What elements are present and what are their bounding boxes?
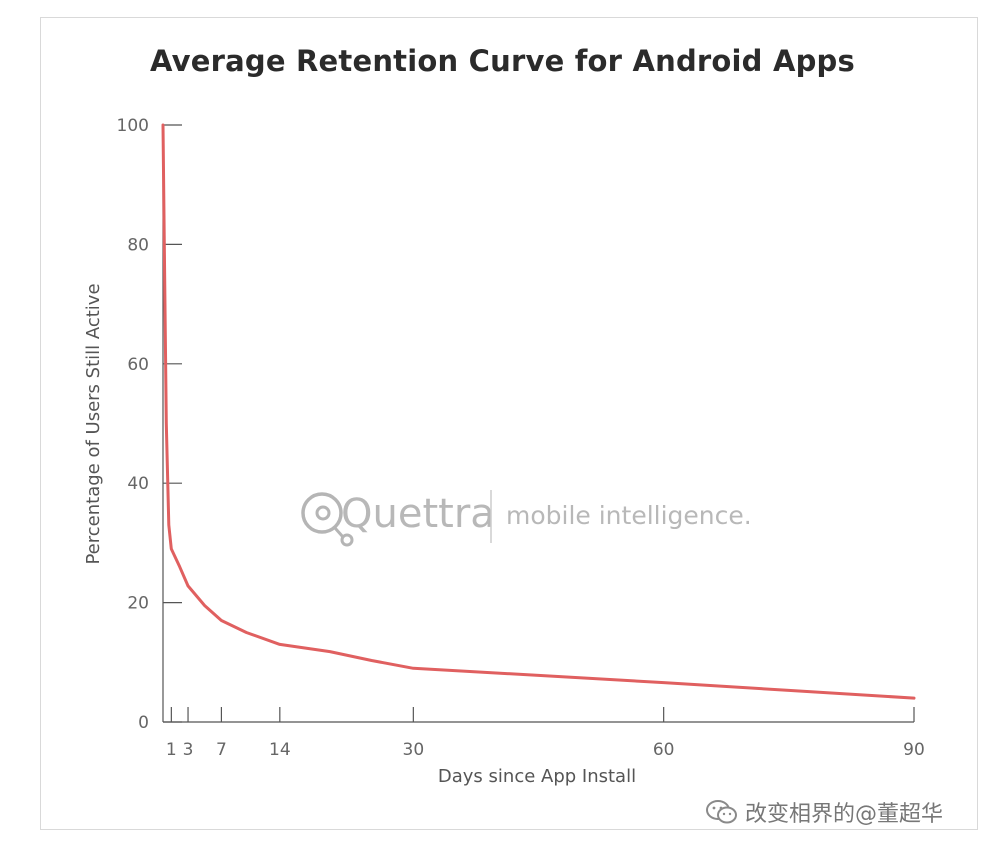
y-tick-label: 80 — [127, 235, 149, 255]
chart-title: Average Retention Curve for Android Apps — [150, 44, 855, 78]
x-tick-label: 14 — [269, 740, 291, 760]
x-tick-label: 1 — [166, 740, 177, 760]
series-layer — [161, 123, 916, 700]
y-tick-label: 100 — [117, 116, 149, 136]
axes: 0 20 40 60 80 100 1 3 7 14 30 60 90 — [117, 116, 925, 760]
x-tick-label: 3 — [183, 740, 194, 760]
y-tick-label: 60 — [127, 355, 149, 375]
x-tick-label: 60 — [653, 740, 675, 760]
watermark-tagline: mobile intelligence. — [506, 501, 752, 530]
footer-attribution: 改变相界的@董超华 — [705, 794, 943, 830]
y-tick-label: 0 — [138, 713, 149, 733]
watermark-brand: Quettra — [341, 491, 495, 537]
footer-text: 改变相界的@董超华 — [745, 802, 944, 827]
x-tick-label: 90 — [903, 740, 925, 760]
x-tick-label: 7 — [216, 740, 227, 760]
series-line-retention — [161, 123, 916, 700]
quettra-logo-icon — [301, 492, 354, 547]
y-tick-label: 40 — [127, 474, 149, 494]
chart-card — [40, 17, 978, 830]
x-tick-label: 30 — [403, 740, 425, 760]
wechat-icon — [705, 799, 739, 825]
x-axis-label: Days since App Install — [438, 766, 636, 787]
y-axis-label: Percentage of Users Still Active — [83, 283, 104, 564]
y-tick-label: 20 — [127, 594, 149, 614]
quettra-watermark: Quettra mobile intelligence. — [301, 490, 752, 547]
